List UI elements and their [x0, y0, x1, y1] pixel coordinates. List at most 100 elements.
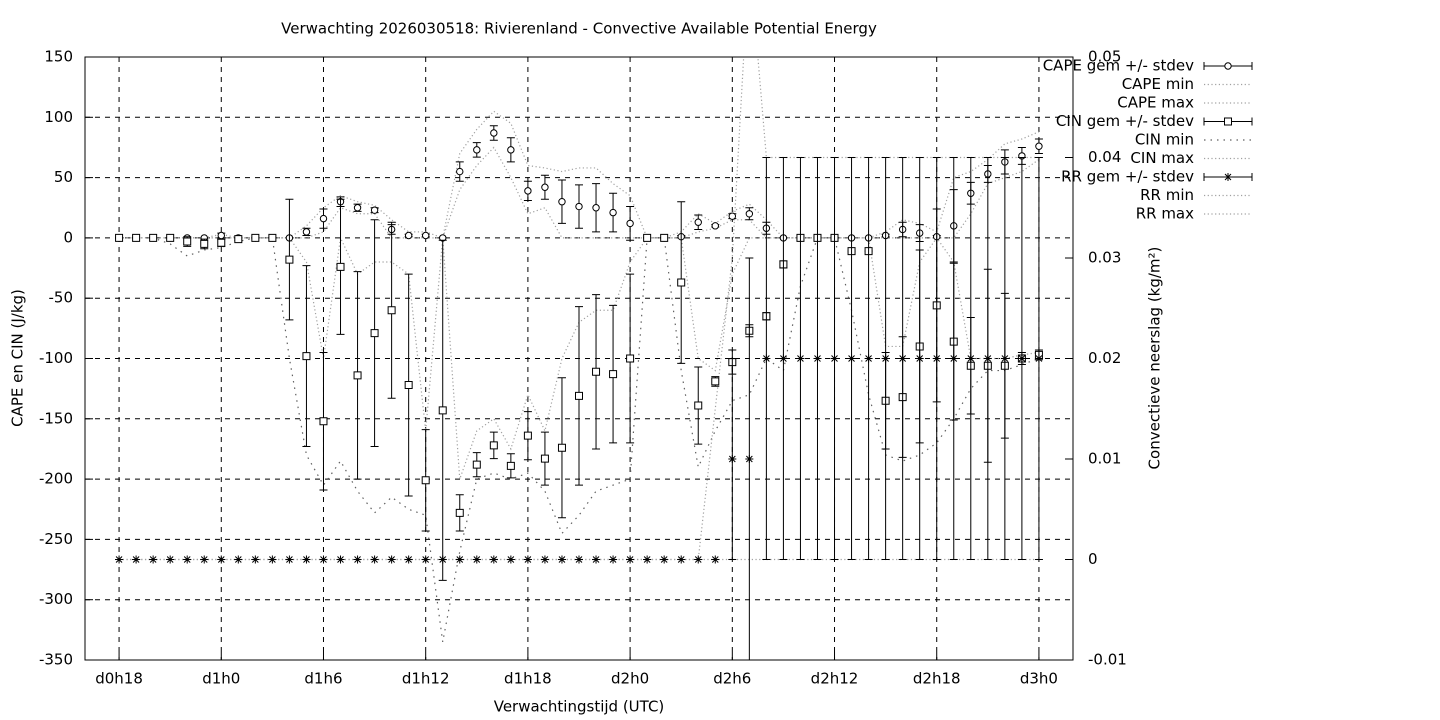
- point: [506, 461, 515, 470]
- y-tick-label: -50: [49, 289, 74, 307]
- point: [592, 555, 601, 564]
- point: [609, 555, 618, 564]
- point: [557, 555, 566, 564]
- point: [302, 555, 311, 564]
- point: [490, 129, 498, 137]
- point: [609, 370, 618, 379]
- point: [370, 555, 379, 564]
- point: [438, 555, 447, 564]
- point: [336, 555, 345, 564]
- point: [115, 555, 124, 564]
- point: [523, 431, 532, 440]
- point: [728, 455, 737, 463]
- point: [643, 555, 652, 564]
- y-tick-label: -200: [39, 470, 73, 488]
- point: [302, 228, 311, 236]
- point: [626, 219, 634, 228]
- point: [677, 278, 686, 287]
- point: [524, 187, 532, 195]
- point: [200, 239, 209, 248]
- point: [523, 555, 532, 564]
- x-tick-label: d1h6: [304, 670, 342, 688]
- point: [387, 555, 396, 564]
- chart-title: Verwachting 2026030518: Rivierenland - C…: [281, 20, 877, 38]
- point: [455, 555, 464, 564]
- point: [506, 555, 515, 564]
- point: [200, 555, 209, 564]
- point: [660, 555, 669, 564]
- x-tick-label: d2h12: [811, 670, 859, 688]
- point: [932, 354, 941, 363]
- point: [319, 214, 328, 223]
- x-tick-label: d1h18: [504, 670, 552, 688]
- point: [813, 354, 822, 363]
- point: [711, 377, 720, 386]
- point: [404, 231, 413, 240]
- point: [864, 354, 873, 363]
- point: [489, 441, 498, 450]
- point: [558, 198, 566, 206]
- y2-tick-label: 0.03: [1088, 249, 1121, 267]
- point: [404, 381, 413, 390]
- y-tick-label: 150: [44, 48, 73, 66]
- point: [149, 555, 158, 564]
- point: [421, 555, 430, 564]
- point: [183, 555, 192, 564]
- point: [983, 354, 992, 363]
- point: [745, 455, 754, 463]
- y2-tick-label: 0: [1088, 550, 1098, 568]
- point: [251, 555, 260, 564]
- y-tick-label: 50: [54, 168, 73, 186]
- point: [234, 235, 243, 244]
- legend-label: CIN min: [1135, 131, 1194, 149]
- legend-label: CIN gem +/- stdev: [1056, 112, 1194, 130]
- point: [387, 306, 396, 315]
- point: [728, 212, 737, 220]
- point: [166, 555, 175, 564]
- point: [285, 555, 294, 564]
- point: [489, 555, 498, 564]
- point: [166, 233, 175, 242]
- point: [1035, 142, 1043, 150]
- x-tick-label: d1h12: [402, 670, 450, 688]
- point: [1034, 354, 1043, 363]
- x-tick-label: d0h18: [95, 670, 143, 688]
- point: [149, 233, 158, 242]
- point: [217, 238, 226, 247]
- point: [353, 371, 362, 380]
- legend-label: CAPE gem +/- stdev: [1043, 57, 1194, 75]
- point: [711, 222, 719, 230]
- point: [796, 354, 805, 363]
- point: [132, 233, 141, 242]
- y-tick-label: -150: [39, 409, 73, 427]
- y-axis-label: CAPE en CIN (J/kg): [9, 289, 27, 427]
- point: [336, 262, 345, 271]
- point: [319, 555, 328, 564]
- point: [847, 354, 856, 363]
- point: [234, 555, 243, 564]
- point: [183, 237, 192, 246]
- point: [711, 555, 720, 564]
- point: [302, 352, 311, 361]
- point: [575, 391, 583, 400]
- x-tick-label: d2h18: [913, 670, 961, 688]
- point: [609, 208, 617, 217]
- point: [456, 167, 464, 176]
- point: [694, 555, 703, 564]
- y2-tick-label: -0.01: [1088, 651, 1127, 669]
- y-tick-label: -250: [39, 530, 73, 548]
- point: [353, 204, 362, 212]
- legend-marker: [1224, 173, 1232, 181]
- legend-marker: [1224, 117, 1232, 126]
- point: [762, 354, 771, 363]
- legend-label: CAPE min: [1122, 75, 1194, 93]
- point: [370, 206, 379, 214]
- y-tick-label: 100: [44, 108, 73, 126]
- point: [421, 231, 430, 240]
- x-tick-label: d2h0: [611, 670, 649, 688]
- y-tick-label: -350: [39, 651, 73, 669]
- point: [779, 354, 788, 363]
- point: [592, 204, 600, 212]
